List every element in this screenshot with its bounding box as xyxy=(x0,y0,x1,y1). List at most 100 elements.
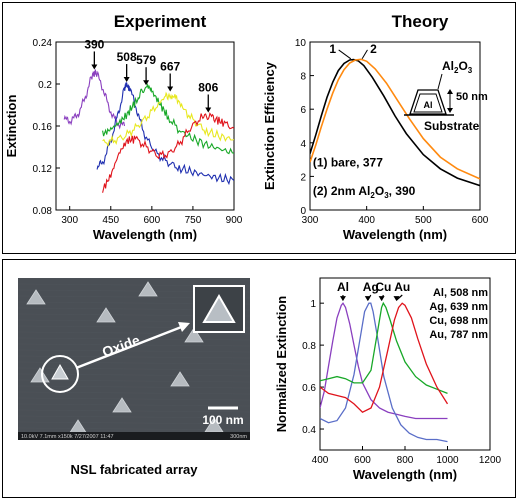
x-tick-label: 800 xyxy=(397,455,414,466)
highlighted-particle xyxy=(51,363,69,380)
inset-al-label: Al xyxy=(424,100,433,110)
sem-texture xyxy=(18,379,250,383)
legend-entry: Ag, 639 nm xyxy=(429,301,488,313)
series-1-arrow xyxy=(338,49,352,60)
plot-frame xyxy=(309,41,481,211)
sem-caption: NSL fabricated array xyxy=(70,462,198,477)
y-tick-label: 1 xyxy=(310,299,316,310)
x-tick-label: 300 xyxy=(61,215,78,226)
peak-arrowhead xyxy=(143,80,150,86)
y-tick-label: 0.08 xyxy=(33,206,53,217)
series-group xyxy=(63,69,234,193)
experiment-title: Experiment xyxy=(113,12,207,31)
zoom-arrow xyxy=(75,324,185,370)
peak-element-label: Au xyxy=(394,280,410,294)
x-axis-label: Wavelength (nm) xyxy=(353,467,457,482)
peak-label: 579 xyxy=(136,53,156,67)
series-line xyxy=(320,302,448,443)
nanoparticle xyxy=(170,371,190,387)
series-line xyxy=(102,82,234,155)
x-tick-label: 300 xyxy=(302,215,319,226)
y-tick-label: 10 xyxy=(295,38,307,49)
y-tick-label: 0.6 xyxy=(302,383,316,394)
y-tick-label: 8 xyxy=(300,72,306,83)
peak-label: 667 xyxy=(160,60,180,74)
y-tick-label: 0.16 xyxy=(33,122,53,133)
inset-thickness-label: 50 nm xyxy=(456,91,488,103)
peak-arrowhead xyxy=(339,296,346,302)
sem-texture xyxy=(18,349,250,353)
x-axis-label: Wavelength (nm) xyxy=(93,227,197,242)
x-tick-label: 600 xyxy=(144,215,161,226)
nanoparticle xyxy=(112,397,132,413)
x-tick-label: 600 xyxy=(354,455,371,466)
legend-entry: Au, 787 nm xyxy=(429,329,488,341)
sem-footer-left: 10.0kV 7.1mm x150k 7/27/2007 11:47 xyxy=(21,434,114,440)
x-tick-label: 1000 xyxy=(436,455,459,466)
inset-oxide-label: Al2O3 xyxy=(442,59,473,75)
peak-element-label: Ag xyxy=(363,280,379,294)
legend-entry: Cu, 698 nm xyxy=(429,315,488,327)
scale-bar-label: 100 nm xyxy=(202,413,243,427)
x-tick-label: 400 xyxy=(312,455,329,466)
y-axis-label: Extinction xyxy=(4,95,19,158)
sem-texture xyxy=(18,403,250,407)
inset-arrow-up xyxy=(447,89,453,94)
sem-texture xyxy=(18,397,250,401)
sem-footer-bar xyxy=(18,432,250,440)
y-tick-label: 0.24 xyxy=(33,38,53,49)
series-line xyxy=(96,81,234,186)
y-axis-label: Extinction Efficiency xyxy=(262,61,277,190)
series-line xyxy=(63,69,126,130)
x-tick-label: 750 xyxy=(185,215,202,226)
series-line xyxy=(310,58,480,187)
normalized-extinction-chart: 400 600 800 1000 1200 0.4 0.6 0.8 1 Wavelength (n… xyxy=(274,277,502,482)
peak-element-label: Al xyxy=(337,280,349,294)
sem-footer-right: 300nm xyxy=(230,434,247,440)
sem-texture xyxy=(18,337,250,341)
peak-arrowhead xyxy=(393,296,400,302)
series-line xyxy=(102,91,234,148)
theory-chart: 300 400 500 600 0 2 4 6 8 10 Wavelength (nm) Extinc… xyxy=(262,38,489,242)
y-tick-label: 4 xyxy=(300,139,306,150)
zoom-particle xyxy=(202,293,236,323)
y-tick-label: 0.4 xyxy=(302,425,316,436)
series-line xyxy=(102,112,234,193)
x-tick-label: 600 xyxy=(472,215,489,226)
series-line xyxy=(320,302,449,413)
nanoparticle xyxy=(26,289,46,305)
peak-label: 508 xyxy=(117,50,137,64)
theory-title: Theory xyxy=(391,12,449,31)
y-tick-label: 6 xyxy=(300,105,306,116)
zoom-arrowhead xyxy=(178,322,190,332)
sem-texture xyxy=(18,361,250,365)
sem-texture xyxy=(18,367,250,371)
y-axis-label: Normalized Extinction xyxy=(274,296,289,433)
peak-element-label: Cu xyxy=(375,280,391,294)
series-group xyxy=(310,58,480,187)
inset-arrow-down xyxy=(447,108,453,113)
y-tick-label: 0.8 xyxy=(302,341,316,352)
series-1-label: 1 xyxy=(329,42,336,56)
nanoparticle xyxy=(138,281,158,297)
peak-arrowhead xyxy=(205,107,212,113)
peak-arrowhead xyxy=(167,86,174,92)
y-tick-label: 0.2 xyxy=(38,80,52,91)
nanoparticle xyxy=(30,367,50,383)
sem-texture xyxy=(18,385,250,389)
sem-texture xyxy=(18,409,250,413)
series-line xyxy=(310,58,480,180)
peak-label: 806 xyxy=(198,81,218,95)
peak-arrowhead xyxy=(123,77,130,83)
peak-arrowhead xyxy=(91,64,98,70)
series-2-arrow xyxy=(361,49,368,60)
inset-al-particle xyxy=(413,93,443,113)
x-tick-label: 1200 xyxy=(479,455,502,466)
y-tick-label: 0.12 xyxy=(33,164,53,175)
peak-label: 390 xyxy=(84,37,104,51)
series-2-label: 2 xyxy=(370,42,377,56)
nanoparticle xyxy=(96,307,116,323)
y-tick-label: 0 xyxy=(300,206,306,217)
